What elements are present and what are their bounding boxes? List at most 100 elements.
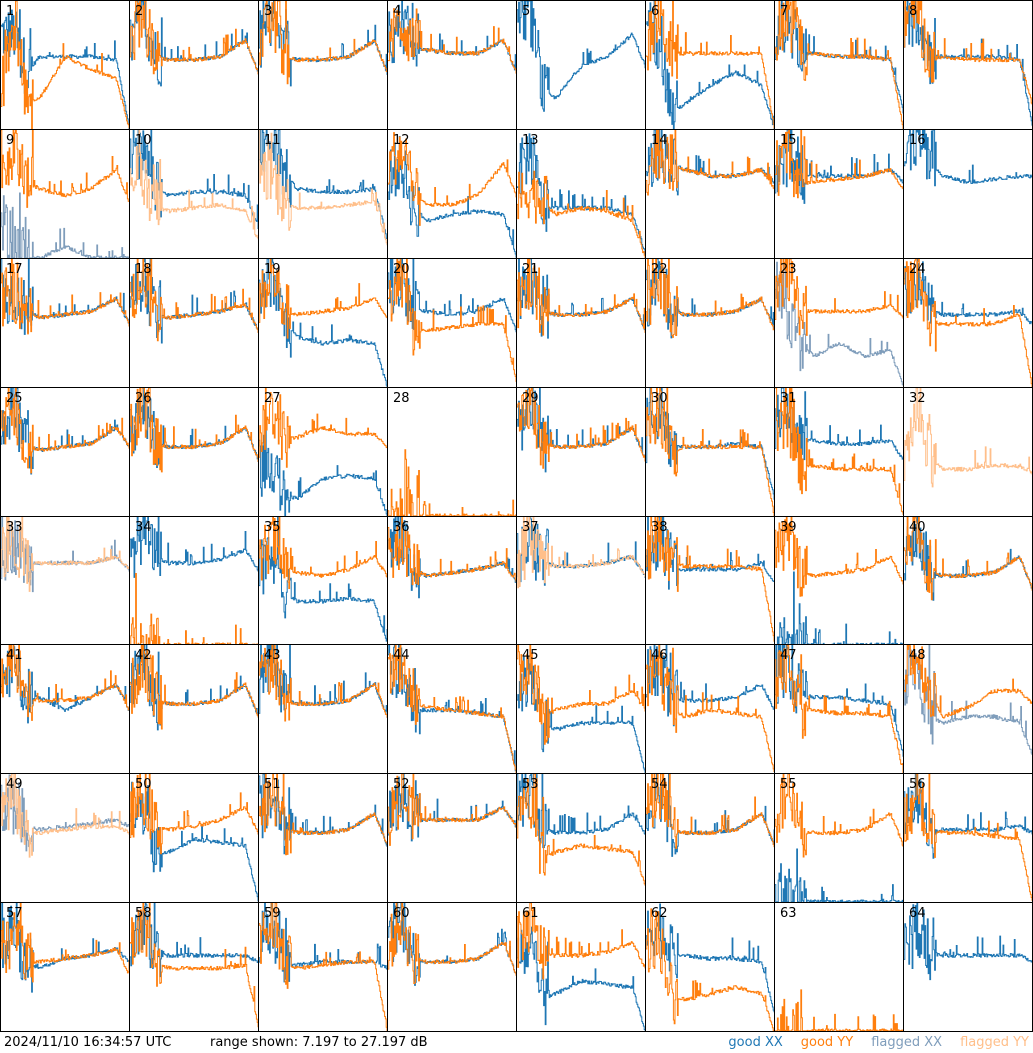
series-yy-good — [388, 903, 516, 985]
series-yy-good — [646, 908, 774, 1031]
series-yy-good — [259, 1, 387, 85]
panel-number: 15 — [780, 132, 797, 148]
series-yy-good — [1, 1, 129, 129]
panel-number: 54 — [651, 777, 668, 793]
series-yy-good — [259, 516, 387, 589]
panel-number: 46 — [651, 648, 668, 664]
series-yy-good — [775, 989, 903, 1031]
spectrum-plot — [646, 129, 774, 196]
spectrum-panel-27: 27 — [259, 387, 388, 517]
spectrum-panel-12: 12 — [388, 129, 517, 259]
series-xx-good — [904, 903, 1032, 981]
spectrum-panel-35: 35 — [259, 516, 388, 646]
series-xx-good — [1, 645, 129, 724]
spectrum-plot — [388, 1, 516, 74]
spectrum-panel-54: 54 — [646, 774, 775, 904]
spectrum-panel-55: 55 — [775, 774, 904, 904]
panel-number: 10 — [135, 132, 152, 148]
spectrum-plot — [646, 774, 774, 858]
spectrum-panel-47: 47 — [775, 645, 904, 775]
spectrum-panel-41: 41 — [1, 645, 130, 775]
spectrum-plot — [517, 133, 645, 258]
series-yy-good — [517, 258, 645, 336]
series-yy-flagged — [130, 129, 258, 240]
panel-number: 52 — [393, 777, 410, 793]
panel-number: 1 — [6, 4, 15, 19]
series-yy-flagged — [1, 516, 129, 592]
spectrum-plot — [130, 903, 258, 1028]
series-yy-good — [388, 516, 516, 585]
spectrum-panel-15: 15 — [775, 129, 904, 259]
spectrum-plot — [1, 645, 129, 724]
panel-number: 51 — [264, 777, 281, 793]
series-yy-good — [259, 645, 387, 722]
spectrum-panel-62: 62 — [646, 903, 775, 1032]
series-yy-good — [646, 516, 774, 642]
spectrum-panel-49: 49 — [1, 774, 130, 904]
spectrum-plot — [517, 258, 645, 339]
series-yy-good — [130, 645, 258, 730]
spectrum-plot — [904, 387, 1032, 488]
spectrum-panel-26: 26 — [130, 387, 259, 517]
spectrum-plot — [904, 645, 1032, 756]
spectrum-plot — [259, 774, 387, 856]
spectrum-panel-37: 37 — [517, 516, 646, 646]
series-yy-good — [646, 129, 774, 196]
spectrum-plot — [775, 129, 903, 204]
spectrum-panel-61: 61 — [517, 903, 646, 1032]
series-xx-good — [130, 516, 258, 578]
spectrum-plot — [646, 387, 774, 516]
series-xx-good — [775, 848, 903, 903]
spectrum-panel-39: 39 — [775, 516, 904, 646]
spectrum-plot — [904, 903, 1032, 981]
series-yy-flagged — [904, 387, 1032, 488]
legend-flagged-xx: flagged XX — [871, 1035, 943, 1050]
series-yy-good — [1, 129, 129, 208]
series-xx-good — [904, 1, 1032, 126]
panel-number: 36 — [393, 519, 410, 535]
spectrum-plot — [130, 1, 258, 87]
spectrum-plot — [130, 645, 258, 731]
spectrum-panel-24: 24 — [904, 258, 1033, 388]
spectrum-panel-28: 28 — [388, 387, 517, 517]
spectrum-plot — [1, 516, 129, 592]
legend-good-yy: good YY — [800, 1035, 854, 1050]
panel-number: 43 — [264, 648, 281, 664]
spectrum-panel-29: 29 — [517, 387, 646, 517]
panel-number: 7 — [780, 4, 789, 19]
series-xx-good — [646, 645, 774, 727]
spectrum-panel-23: 23 — [775, 258, 904, 388]
series-xx-flagged — [1, 774, 129, 852]
spectrum-plot — [1, 1, 129, 129]
spectrum-plot — [517, 387, 645, 473]
spectrum-panel-31: 31 — [775, 387, 904, 517]
panel-number: 8 — [909, 4, 918, 19]
spectrum-panel-48: 48 — [904, 645, 1033, 775]
panel-number: 13 — [522, 132, 539, 148]
spectrum-plot — [646, 645, 774, 773]
panel-number: 20 — [393, 261, 410, 277]
panel-number: 39 — [780, 519, 797, 535]
series-xx-good — [904, 258, 1032, 324]
panel-number: 47 — [780, 648, 797, 664]
spectrum-plot — [904, 258, 1032, 387]
spectrum-panel-64: 64 — [904, 903, 1033, 1032]
panel-number: 5 — [522, 4, 531, 19]
spectrum-panel-2: 2 — [130, 1, 259, 130]
series-yy-good — [130, 258, 258, 341]
series-yy-good — [388, 774, 516, 847]
spectrum-plot — [517, 774, 645, 886]
series-yy-good — [517, 774, 645, 886]
series-yy-good — [517, 903, 645, 980]
spectrum-panel-13: 13 — [517, 129, 646, 259]
series-yy-good — [388, 131, 516, 226]
spectrum-panel-56: 56 — [904, 774, 1033, 904]
spectrum-panel-9: 9 — [1, 129, 130, 259]
spectrum-plot — [775, 989, 903, 1031]
series-yy-good — [259, 774, 387, 856]
spectrum-plot — [130, 129, 258, 240]
series-xx-good — [646, 129, 774, 196]
series-yy-flagged — [259, 129, 387, 246]
spectrum-plot — [775, 516, 903, 645]
panel-number: 32 — [909, 390, 926, 406]
